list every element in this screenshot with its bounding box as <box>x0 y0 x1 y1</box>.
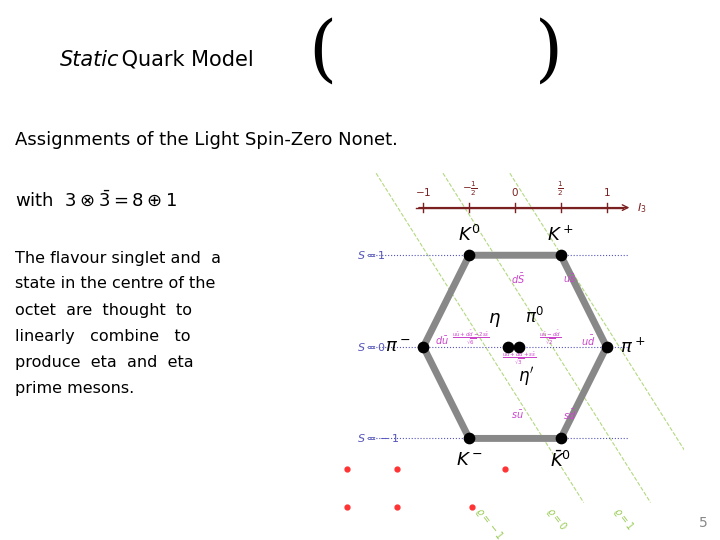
Text: Assignments of the Light Spin-Zero Nonet.: Assignments of the Light Spin-Zero Nonet… <box>15 131 398 149</box>
Text: Anti quarks: Anti quarks <box>459 518 484 522</box>
Point <box>555 434 567 443</box>
Text: $1$: $1$ <box>603 186 611 198</box>
Text: u(-2/3): u(-2/3) <box>497 458 513 463</box>
Text: $d\bar{S}$: $d\bar{S}$ <box>510 272 525 286</box>
Text: $K^0$: $K^0$ <box>458 225 480 245</box>
Text: $\eta$: $\eta$ <box>488 310 501 328</box>
Text: d(-1/3): d(-1/3) <box>389 511 405 516</box>
Text: ): ) <box>535 17 563 87</box>
Text: $s\bar{d}$: $s\bar{d}$ <box>563 408 577 422</box>
Text: $\varrho=0$: $\varrho=0$ <box>543 504 570 533</box>
Text: produce  eta  and  eta: produce eta and eta <box>15 354 194 369</box>
Text: u(2/3): u(2/3) <box>336 511 350 516</box>
Text: $K^+$: $K^+$ <box>547 225 574 245</box>
Text: $K^-$: $K^-$ <box>456 451 482 469</box>
Point <box>418 342 429 351</box>
Text: Quarks: Quarks <box>360 518 375 522</box>
Text: $\frac{1}{2}$: $\frac{1}{2}$ <box>557 180 564 198</box>
Text: 5: 5 <box>699 516 708 530</box>
Text: $S = 1$: $S = 1$ <box>357 249 386 261</box>
Text: $-\frac{1}{2}$: $-\frac{1}{2}$ <box>462 180 477 198</box>
Text: $u\bar{d}$: $u\bar{d}$ <box>581 334 595 348</box>
Point <box>555 251 567 260</box>
Text: $u\bar{s}$: $u\bar{s}$ <box>563 273 577 285</box>
Text: $s\bar{u}$: $s\bar{u}$ <box>511 409 524 421</box>
Text: $\eta'$: $\eta'$ <box>518 365 534 388</box>
Text: $\frac{u\bar{u}-d\bar{d}}{\sqrt{2}}$: $\frac{u\bar{u}-d\bar{d}}{\sqrt{2}}$ <box>539 328 561 347</box>
Text: s(-1/3): s(-1/3) <box>335 458 351 463</box>
Text: linearly   combine   to: linearly combine to <box>15 328 191 343</box>
Text: $-1$: $-1$ <box>415 186 431 198</box>
Text: $\pi^0$: $\pi^0$ <box>526 307 545 327</box>
Text: $\bar{K}^0$: $\bar{K}^0$ <box>550 450 572 471</box>
Text: state in the centre of the: state in the centre of the <box>15 276 215 292</box>
Text: $\pi^+$: $\pi^+$ <box>619 337 645 356</box>
Point <box>464 434 475 443</box>
Text: $\pi^-$: $\pi^-$ <box>385 338 410 356</box>
Text: (: ( <box>308 17 336 87</box>
Text: $d\bar{u}$: $d\bar{u}$ <box>435 335 449 347</box>
Point <box>502 342 513 351</box>
Text: Quark Model: Quark Model <box>115 50 253 70</box>
Text: prime mesons.: prime mesons. <box>15 381 134 395</box>
Text: $\varrho=1$: $\varrho=1$ <box>610 504 636 533</box>
Text: $S = 0$: $S = 0$ <box>357 341 387 353</box>
Text: d(1/3): d(1/3) <box>390 458 404 463</box>
Point <box>600 342 612 351</box>
Text: s(1/3): s(1/3) <box>464 511 479 516</box>
Point <box>464 251 475 260</box>
Text: $I_3$: $I_3$ <box>636 201 647 214</box>
Text: $S = -1$: $S = -1$ <box>357 433 400 444</box>
Text: $0$: $0$ <box>511 186 519 198</box>
Text: $\frac{u\bar{u}+d\bar{d}+s\bar{s}}{\sqrt{3}}$: $\frac{u\bar{u}+d\bar{d}+s\bar{s}}{\sqrt… <box>503 349 536 367</box>
Text: $\frac{u\bar{u}+d\bar{d}-2s\bar{s}}{\sqrt{6}}$: $\frac{u\bar{u}+d\bar{d}-2s\bar{s}}{\sqr… <box>452 328 490 347</box>
Text: $\varrho=-1$: $\varrho=-1$ <box>472 504 506 540</box>
Text: with  $3 \otimes \bar{3} = 8 \oplus 1$: with $3 \otimes \bar{3} = 8 \oplus 1$ <box>15 190 177 210</box>
Text: Static: Static <box>60 50 120 70</box>
Text: The flavour singlet and  a: The flavour singlet and a <box>15 251 221 266</box>
Text: octet  are  thought  to: octet are thought to <box>15 302 192 318</box>
Point <box>513 342 524 351</box>
